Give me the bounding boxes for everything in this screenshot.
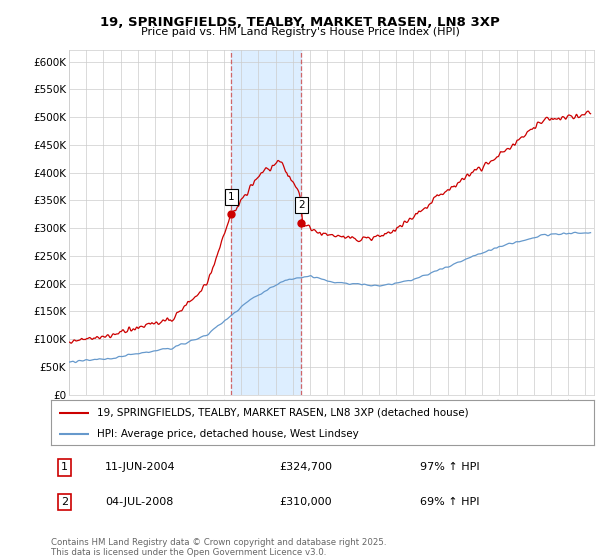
- Text: 19, SPRINGFIELDS, TEALBY, MARKET RASEN, LN8 3XP (detached house): 19, SPRINGFIELDS, TEALBY, MARKET RASEN, …: [97, 408, 469, 418]
- Bar: [232, 50, 301, 395]
- Text: 1: 1: [61, 463, 68, 473]
- Text: 11-JUN-2004: 11-JUN-2004: [106, 463, 176, 473]
- Text: 97% ↑ HPI: 97% ↑ HPI: [420, 463, 480, 473]
- Text: Price paid vs. HM Land Registry's House Price Index (HPI): Price paid vs. HM Land Registry's House …: [140, 27, 460, 37]
- Text: £324,700: £324,700: [279, 463, 332, 473]
- Text: £310,000: £310,000: [279, 497, 332, 507]
- Text: HPI: Average price, detached house, West Lindsey: HPI: Average price, detached house, West…: [97, 429, 359, 439]
- Text: 04-JUL-2008: 04-JUL-2008: [106, 497, 173, 507]
- Text: 69% ↑ HPI: 69% ↑ HPI: [420, 497, 480, 507]
- Text: 2: 2: [298, 200, 305, 210]
- Text: 2: 2: [61, 497, 68, 507]
- Text: 1: 1: [228, 192, 235, 202]
- Text: Contains HM Land Registry data © Crown copyright and database right 2025.
This d: Contains HM Land Registry data © Crown c…: [51, 538, 386, 557]
- Text: 19, SPRINGFIELDS, TEALBY, MARKET RASEN, LN8 3XP: 19, SPRINGFIELDS, TEALBY, MARKET RASEN, …: [100, 16, 500, 29]
